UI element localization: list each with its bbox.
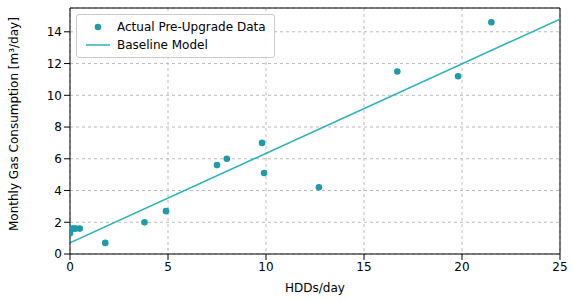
svg-text:15: 15 (356, 260, 371, 274)
svg-text:12: 12 (47, 57, 62, 71)
svg-text:2: 2 (54, 216, 62, 230)
svg-text:10: 10 (47, 89, 62, 103)
svg-text:10: 10 (258, 260, 273, 274)
svg-text:4: 4 (54, 184, 62, 198)
svg-text:6: 6 (54, 152, 62, 166)
svg-text:25: 25 (552, 260, 564, 274)
svg-text:Monthly Gas Consumption [m³/da: Monthly Gas Consumption [m³/day] (8, 17, 21, 231)
html-text:Actual Pre-Upgrade Data: Actual Pre-Upgrade Data (117, 20, 266, 34)
svg-text:0: 0 (54, 247, 62, 261)
svg-text:5: 5 (164, 260, 172, 274)
svg-text:14: 14 (47, 25, 62, 39)
svg-text:HDDs/day: HDDs/day (285, 281, 345, 295)
svg-text:8: 8 (54, 120, 62, 134)
svg-text:0: 0 (66, 260, 74, 274)
html-text:Baseline Model: Baseline Model (117, 38, 208, 52)
svg-text:20: 20 (454, 260, 469, 274)
